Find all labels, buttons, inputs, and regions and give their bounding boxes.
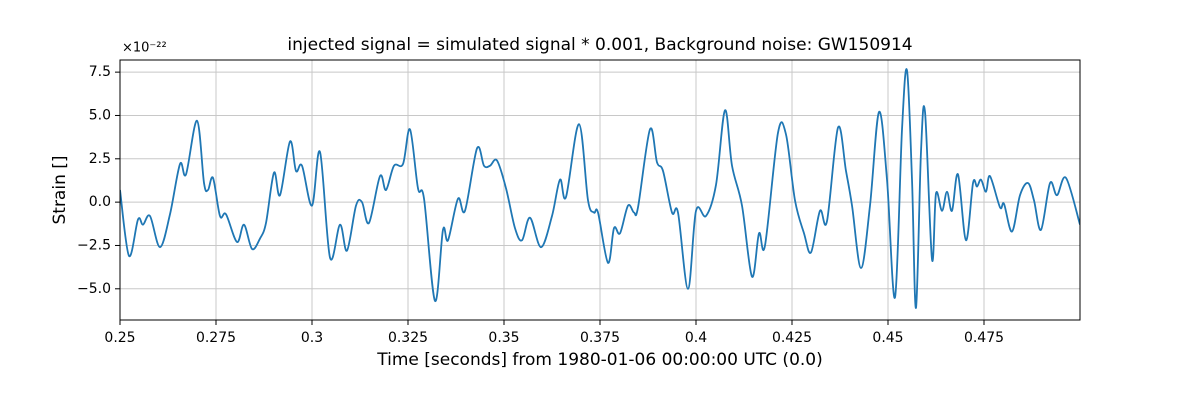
x-tick-label: 0.4 <box>685 330 707 346</box>
data-line <box>120 68 1080 309</box>
x-tick-label: 0.375 <box>580 330 620 346</box>
y-multiplier: ×10⁻²² <box>122 41 167 56</box>
y-tick-label: 5.0 <box>89 107 111 123</box>
plot-frame <box>119 59 1081 321</box>
x-axis-label: Time [seconds] from 1980-01-06 00:00:00 … <box>376 350 823 370</box>
x-tick-label: 0.35 <box>488 330 519 346</box>
x-tick-label: 0.3 <box>301 330 323 346</box>
y-tick-label: 2.5 <box>89 151 111 167</box>
x-tick-label: 0.325 <box>388 330 428 346</box>
x-tick-label: 0.45 <box>872 330 903 346</box>
chart-title: injected signal = simulated signal * 0.0… <box>287 35 912 55</box>
y-tick-label: 7.5 <box>89 64 111 80</box>
x-tick-label: 0.425 <box>772 330 812 346</box>
y-axis-label: Strain [] <box>50 155 70 224</box>
y-tick-label: 0.0 <box>89 194 111 210</box>
y-tick-label: −5.0 <box>77 281 111 297</box>
x-tick-label: 0.475 <box>964 330 1004 346</box>
x-tick-label: 0.25 <box>104 330 135 346</box>
x-tick-label: 0.275 <box>196 330 236 346</box>
y-tick-label: −2.5 <box>77 237 111 253</box>
